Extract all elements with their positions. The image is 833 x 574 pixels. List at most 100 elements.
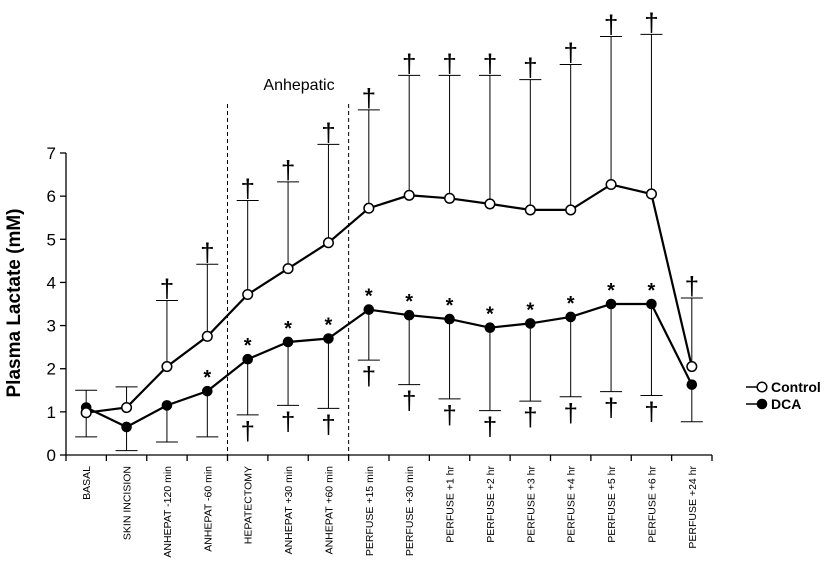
x-tick-label: ANHEPAT +60 min	[323, 466, 335, 555]
dca-point	[161, 400, 173, 411]
dca-dagger-mark: †	[563, 398, 577, 428]
control-dagger-mark: †	[685, 271, 699, 301]
dca-point	[202, 385, 213, 397]
control-point	[80, 407, 92, 419]
control-dagger-mark: †	[523, 53, 537, 83]
significance-marks: † † † † † † † † † † † † † † * * * * * * * * * * * * † † † † † † † † † † †	[160, 7, 699, 446]
dca-dagger-mark: †	[402, 386, 416, 416]
x-tick-label: PERFUSE +6 hr	[646, 466, 658, 543]
dca-point	[565, 311, 576, 323]
x-tick-label: ANHEPAT -120 min	[162, 466, 174, 558]
x-tick-label: SKIN INCISION	[122, 466, 134, 540]
dca-star-mark: *	[526, 299, 534, 321]
dca-dagger-mark: †	[523, 402, 537, 432]
dca-point	[686, 379, 698, 390]
dca-point	[363, 304, 375, 315]
y-tick-label: 1	[47, 403, 56, 422]
y-tick-label: 2	[47, 360, 56, 379]
x-tick-label: PERFUSE +5 hr	[606, 466, 618, 543]
control-dagger-mark: †	[402, 48, 416, 78]
control-point	[565, 204, 577, 216]
y-axis: 0 1 2 3 4 5 6 7	[47, 144, 67, 465]
control-dagger-mark: †	[483, 48, 497, 78]
dca-star-mark: *	[446, 295, 454, 317]
control-line	[86, 183, 693, 414]
dca-star-mark: *	[203, 367, 211, 389]
x-tick-label: PERFUSE +4 hr	[566, 466, 578, 543]
control-point	[645, 188, 657, 200]
control-point	[403, 189, 415, 201]
dca-dagger-mark: †	[483, 412, 497, 442]
dca-star-mark: *	[567, 293, 575, 315]
legend-control-label: Control	[771, 379, 821, 395]
dca-point	[121, 421, 132, 433]
control-dagger-mark: †	[644, 7, 658, 37]
dca-point	[605, 298, 617, 310]
dca-dagger-mark: †	[321, 409, 335, 439]
x-tick-label: HEPATECTOMY	[243, 466, 255, 544]
dca-dagger-mark: †	[240, 416, 254, 446]
dca-point	[282, 336, 294, 348]
x-tick-label: ANHEPAT +30 min	[283, 466, 295, 555]
control-point	[201, 330, 213, 342]
dca-star-mark: *	[284, 318, 292, 340]
series-lines	[85, 183, 693, 429]
control-dagger-mark: †	[321, 117, 335, 147]
dca-star-mark: *	[244, 335, 252, 357]
control-point	[242, 288, 254, 301]
control-dagger-mark: †	[563, 38, 577, 68]
y-tick-label: 6	[47, 187, 56, 206]
y-tick-label: 3	[47, 317, 56, 336]
dca-star-mark: *	[648, 280, 656, 302]
x-tick-label: PERFUSE +1 hr	[445, 466, 457, 543]
x-tick-label: PERFUSE +2 hr	[485, 466, 497, 543]
dca-dagger-mark: †	[604, 393, 618, 423]
y-tick-label: 7	[47, 144, 56, 163]
data-points	[80, 178, 698, 433]
y-tick-label: 5	[47, 230, 56, 249]
control-point	[121, 401, 133, 414]
y-tick-label: 0	[47, 446, 56, 465]
dca-star-mark: *	[405, 291, 413, 313]
control-dagger-mark: †	[240, 173, 254, 203]
legend-dca-marker	[756, 398, 768, 410]
dca-dagger-mark: †	[362, 361, 376, 391]
control-point	[161, 361, 173, 373]
control-point	[484, 198, 496, 210]
dca-star-mark: *	[607, 280, 615, 302]
x-tick-label: ANHEPAT -60 min	[202, 466, 214, 552]
dca-point	[525, 318, 536, 329]
control-dagger-mark: †	[362, 83, 376, 113]
legend-dca-label: DCA	[771, 396, 801, 412]
dca-dagger-mark: †	[644, 396, 658, 426]
x-tick-label: PERFUSE +15 min	[364, 466, 376, 556]
dca-star-mark: *	[325, 315, 333, 337]
control-dagger-mark: †	[160, 274, 174, 304]
dca-line	[85, 302, 693, 429]
dca-point	[403, 309, 415, 321]
control-point	[524, 204, 536, 216]
x-tick-label: PERFUSE +24 hr	[687, 466, 699, 549]
dca-point	[646, 298, 657, 310]
dca-point	[323, 333, 334, 344]
y-tick-label: 4	[47, 273, 56, 292]
anhepatic-annotation: Anhepatic	[263, 77, 334, 94]
x-axis: BASAL SKIN INCISION ANHEPAT -120 min ANHEPA…	[65, 454, 713, 558]
control-point	[282, 263, 294, 275]
dca-star-mark: *	[365, 286, 373, 308]
control-dagger-mark: †	[604, 10, 618, 40]
control-dagger-mark: †	[442, 48, 456, 78]
control-dagger-mark: †	[200, 237, 214, 267]
dca-point	[444, 313, 455, 325]
control-point	[444, 192, 456, 204]
dca-dagger-mark: †	[442, 400, 456, 430]
control-point	[363, 202, 375, 214]
legend-control-marker	[756, 381, 768, 393]
phase-dividers	[227, 104, 350, 455]
x-tick-label: PERFUSE +3 hr	[525, 466, 537, 543]
y-axis-label: Plasma Lactate (mM)	[4, 208, 25, 397]
dca-star-mark: *	[486, 304, 494, 326]
error-bars	[75, 33, 703, 452]
